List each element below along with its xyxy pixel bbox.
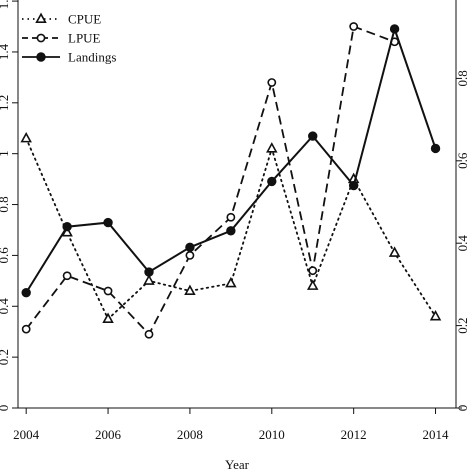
right-y-tick-label: 0.4	[455, 235, 470, 252]
left-y-tick-label: 1.6	[0, 0, 11, 9]
x-tick-label: 2006	[95, 427, 122, 442]
data-point-lpue	[103, 286, 113, 296]
left-y-tick-label: 0.4	[0, 298, 11, 315]
plot-frame	[17, 0, 457, 409]
right-y-tick-label: 0.8	[455, 70, 470, 86]
data-point-cpue	[20, 131, 32, 143]
series-line-cpue	[25, 137, 437, 321]
legend-item-cpue: CPUE	[22, 12, 101, 27]
data-point-lpue	[62, 271, 72, 281]
data-point-landings	[62, 222, 72, 232]
x-tick-label: 2014	[423, 427, 450, 442]
left-y-tick-label: 1	[0, 150, 11, 157]
data-point-lpue	[144, 329, 154, 339]
left-y-tick-label: 1.4	[0, 43, 11, 60]
data-point-landings	[308, 131, 318, 141]
series-cpue	[20, 131, 442, 323]
data-point-cpue	[143, 274, 155, 285]
data-point-cpue	[306, 279, 319, 290]
legend-label-landings: Landings	[68, 50, 116, 65]
left-y-tick-label: 0.6	[0, 247, 11, 264]
legend-item-landings: Landings	[22, 50, 116, 65]
data-point-landings	[389, 24, 400, 34]
legend-marker-cpue	[35, 12, 47, 24]
data-point-cpue	[225, 276, 237, 288]
data-point-cpue	[388, 246, 401, 257]
data-point-landings	[185, 242, 195, 253]
data-point-cpue	[102, 312, 114, 323]
right-y-axis: 00.20.40.60.81	[455, 70, 470, 412]
data-point-lpue	[185, 251, 195, 260]
left-y-axis: 0 0.2 0.4 0.6 0.8 1 1.2 1.4 1.6	[0, 0, 18, 411]
data-point-lpue	[349, 22, 359, 31]
right-y-tick-label: 0.6	[455, 152, 470, 169]
x-tick-label: 2004	[13, 427, 40, 442]
series-line-landings	[25, 25, 437, 294]
data-point-landings	[144, 267, 154, 277]
legend-label-lpue: LPUE	[68, 31, 101, 46]
legend-item-lpue: LPUE	[22, 31, 101, 46]
data-point-landings	[226, 226, 236, 236]
x-tick-label: 2012	[341, 427, 367, 442]
data-point-landings	[21, 287, 31, 298]
data-point-cpue	[266, 142, 278, 153]
left-y-tick-label: 0	[0, 405, 11, 412]
legend: CPUE LPUE Landings	[22, 12, 116, 65]
x-tick-label: 2010	[259, 427, 285, 442]
series-line-lpue	[25, 25, 395, 336]
data-point-landings	[430, 143, 441, 154]
data-point-cpue	[184, 284, 196, 296]
legend-label-cpue: CPUE	[68, 12, 101, 27]
right-y-tick-label: 0	[455, 405, 470, 412]
series-lpue	[21, 22, 399, 339]
data-point-lpue	[267, 78, 277, 87]
right-y-tick-label: 0.2	[455, 317, 470, 333]
legend-marker-lpue	[36, 33, 46, 43]
left-y-tick-label: 0.2	[0, 349, 11, 365]
data-point-landings	[103, 217, 113, 228]
data-point-lpue	[308, 266, 318, 276]
series-landings	[21, 24, 441, 298]
x-tick-label: 2008	[177, 427, 203, 442]
left-y-tick-label: 0.8	[0, 196, 11, 212]
x-axis-title: Year	[225, 457, 250, 472]
data-point-cpue	[429, 309, 442, 321]
legend-marker-landings	[36, 52, 46, 62]
plot-border	[17, 0, 457, 409]
data-point-lpue	[226, 212, 236, 222]
series-group	[20, 22, 442, 339]
x-axis: 2004 2006 2008 2010 2012 2014	[13, 408, 449, 442]
data-point-lpue	[21, 324, 31, 334]
data-point-landings	[267, 176, 277, 187]
data-point-landings	[348, 180, 359, 191]
left-y-tick-label: 1.2	[0, 95, 11, 111]
